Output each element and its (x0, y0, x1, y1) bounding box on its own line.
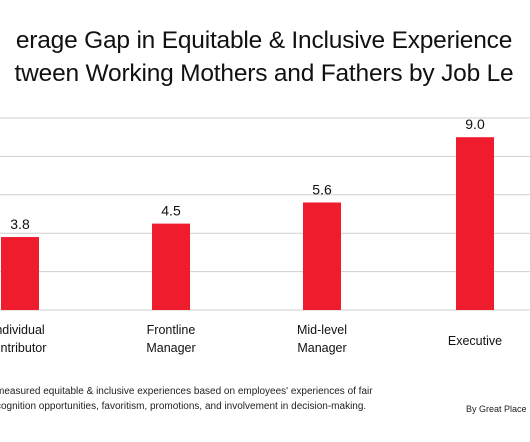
bar-value-label: 4.5 (161, 203, 181, 219)
bar-chart: 3.8 ndividual ontributor 4.5 Frontline Manage… (0, 116, 530, 355)
footnote-line-2: cognition opportunities, favoritism, pro… (0, 401, 367, 412)
credit-text: By Great Place (466, 404, 527, 414)
footnote-line-1: measured equitable & inclusive experienc… (0, 386, 373, 397)
bar-value-label: 9.0 (465, 116, 485, 132)
title-line-2: tween Working Mothers and Fathers by Job… (14, 60, 514, 87)
bar (303, 202, 341, 310)
bar-value-label: 3.8 (10, 216, 30, 232)
x-tick-label: Mid-level (297, 323, 347, 337)
x-tick-label: Manager (297, 341, 346, 355)
x-tick-label: ontributor (0, 341, 46, 355)
chart-title: erage Gap in Equitable & Inclusive Exper… (0, 24, 530, 90)
bar (152, 223, 190, 310)
bar-value-label: 5.6 (312, 181, 332, 197)
x-tick-label: ndividual (0, 323, 45, 337)
footnote: measured equitable & inclusive experienc… (0, 384, 436, 414)
x-tick-label: Manager (146, 341, 195, 355)
title-line-1: erage Gap in Equitable & Inclusive Exper… (15, 27, 513, 54)
bar (1, 237, 39, 310)
bar (456, 137, 494, 310)
x-tick-label: Executive (448, 334, 502, 348)
x-tick-label: Frontline (147, 323, 196, 337)
